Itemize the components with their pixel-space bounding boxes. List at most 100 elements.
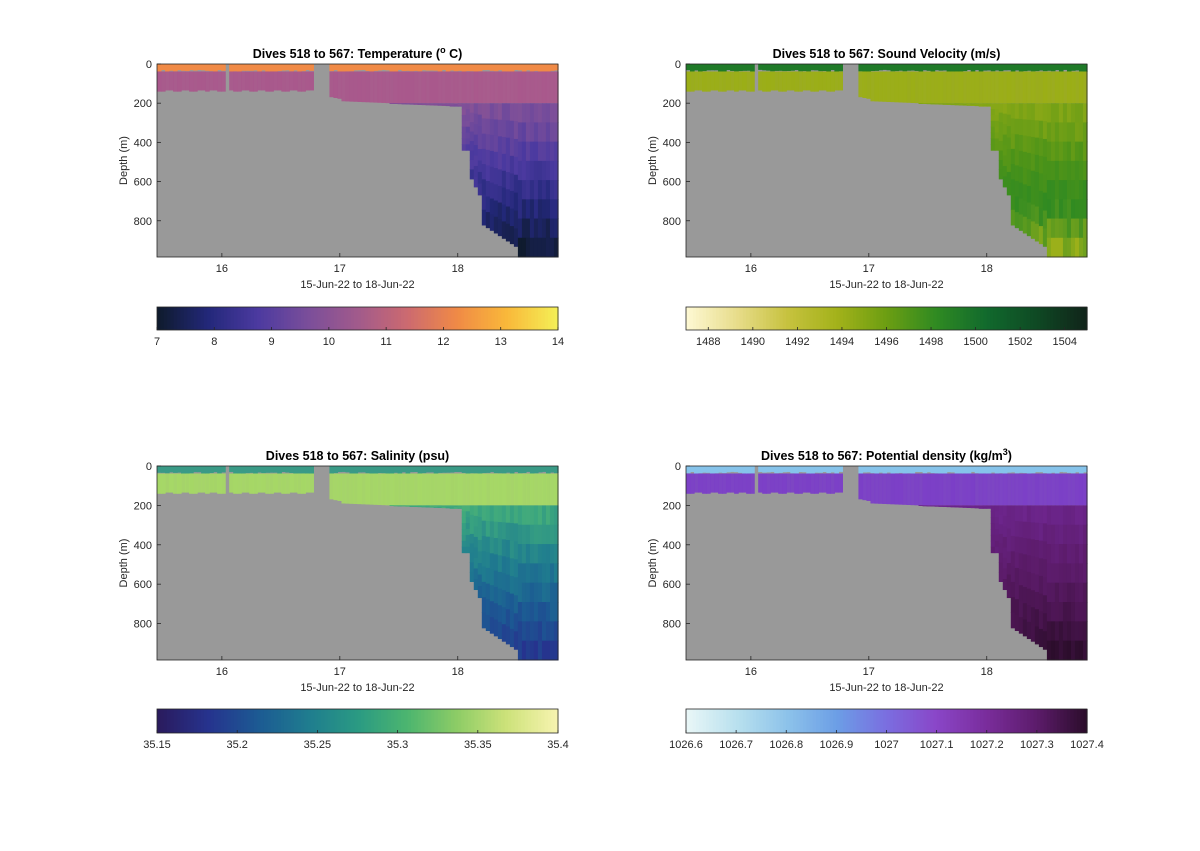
data-cell bbox=[1070, 544, 1076, 564]
data-cell bbox=[770, 71, 775, 91]
data-cell bbox=[1058, 621, 1064, 642]
data-cell bbox=[1042, 505, 1048, 524]
data-cell bbox=[281, 71, 286, 92]
data-cell bbox=[385, 71, 391, 104]
data-cell bbox=[553, 64, 559, 71]
data-cell bbox=[686, 473, 691, 494]
data-cell bbox=[1018, 134, 1024, 152]
data-cell bbox=[193, 473, 198, 494]
data-cell bbox=[541, 160, 547, 181]
colorbar-cell bbox=[334, 307, 339, 330]
data-cell bbox=[958, 64, 964, 72]
data-cell bbox=[505, 154, 511, 173]
data-cell bbox=[273, 466, 278, 473]
colorbar-cell bbox=[929, 307, 934, 330]
data-cell bbox=[513, 174, 519, 194]
data-cell bbox=[738, 71, 743, 91]
data-cell bbox=[505, 473, 511, 506]
colorbar-tick-label: 9 bbox=[269, 336, 275, 348]
data-cell bbox=[293, 473, 298, 493]
colorbar-cell bbox=[1026, 709, 1031, 733]
colorbar-cell bbox=[786, 307, 791, 330]
data-cell bbox=[1006, 586, 1012, 599]
data-cell bbox=[1038, 173, 1044, 192]
data-cell bbox=[1070, 466, 1076, 474]
data-cell bbox=[830, 71, 835, 92]
data-cell bbox=[1078, 141, 1084, 162]
data-cell bbox=[493, 216, 499, 234]
data-cell bbox=[533, 505, 539, 526]
colorbar-cell bbox=[980, 709, 985, 733]
data-cell bbox=[497, 219, 503, 237]
data-cell bbox=[814, 71, 819, 92]
colorbar-cell bbox=[960, 307, 964, 330]
colorbar-cell bbox=[913, 307, 918, 330]
data-cell bbox=[1078, 621, 1084, 642]
colorbar-cell bbox=[799, 307, 804, 330]
data-cell bbox=[1038, 558, 1044, 577]
data-cell bbox=[986, 466, 992, 475]
data-cell bbox=[1006, 137, 1012, 150]
colorbar-cell bbox=[1010, 709, 1015, 733]
data-cell bbox=[1022, 603, 1028, 621]
colorbar-cell bbox=[304, 307, 308, 330]
colorbar-tick-label: 1498 bbox=[919, 336, 943, 348]
colorbar-cell bbox=[297, 709, 302, 733]
data-cell bbox=[966, 64, 972, 70]
data-cell bbox=[1018, 553, 1024, 570]
data-cell bbox=[1058, 544, 1064, 564]
data-cell bbox=[998, 112, 1004, 123]
colorbar-cell bbox=[304, 709, 308, 733]
colorbar-cell bbox=[277, 307, 282, 330]
data-cell bbox=[1022, 521, 1028, 539]
data-cell bbox=[1022, 554, 1028, 572]
data-cell bbox=[1074, 64, 1080, 71]
data-cell bbox=[926, 466, 932, 473]
data-cell bbox=[1002, 103, 1008, 115]
colorbar-cell bbox=[802, 307, 807, 330]
data-cell bbox=[898, 466, 904, 473]
data-cell bbox=[914, 71, 920, 104]
data-cell bbox=[1026, 185, 1032, 204]
data-cell bbox=[802, 64, 807, 72]
data-cell bbox=[433, 466, 439, 474]
y-tick-label: 400 bbox=[663, 137, 681, 149]
data-cell bbox=[397, 505, 403, 507]
data-cell bbox=[545, 237, 551, 258]
data-cell bbox=[477, 64, 483, 72]
data-cell bbox=[389, 473, 395, 506]
data-cell bbox=[1078, 602, 1084, 622]
data-cell bbox=[553, 473, 559, 506]
y-tick-label: 400 bbox=[134, 137, 152, 149]
data-cell bbox=[545, 640, 551, 661]
data-cell bbox=[413, 71, 419, 104]
data-cell bbox=[473, 71, 479, 104]
data-cell bbox=[433, 507, 439, 508]
data-cell bbox=[497, 64, 503, 71]
data-cell bbox=[710, 466, 715, 474]
data-cell bbox=[1006, 551, 1012, 564]
colorbar-cell bbox=[789, 307, 794, 330]
data-cell bbox=[690, 64, 695, 72]
data-cell bbox=[189, 71, 194, 92]
colorbar-cell bbox=[933, 307, 938, 330]
data-cell bbox=[437, 507, 443, 509]
colorbar-cell bbox=[367, 709, 372, 733]
colorbar-cell bbox=[220, 709, 225, 733]
data-cell bbox=[489, 521, 495, 538]
data-cell bbox=[750, 473, 755, 494]
colorbar-cell bbox=[420, 709, 425, 733]
data-cell bbox=[253, 466, 258, 474]
data-cell bbox=[465, 540, 471, 548]
data-cell bbox=[1070, 141, 1076, 162]
data-cell bbox=[233, 473, 238, 494]
chart-panel-1: Dives 518 to 567: Temperature (o C)02004… bbox=[118, 45, 564, 348]
data-cell bbox=[874, 71, 880, 102]
colorbar-cell bbox=[1036, 307, 1041, 330]
data-cell bbox=[485, 165, 491, 182]
data-cell bbox=[485, 71, 491, 104]
data-cell bbox=[1030, 170, 1036, 189]
data-cell bbox=[958, 506, 964, 508]
colorbar-cell bbox=[397, 709, 402, 733]
chart-panel-2: Dives 518 to 567: Sound Velocity (m/s)02… bbox=[647, 47, 1088, 348]
